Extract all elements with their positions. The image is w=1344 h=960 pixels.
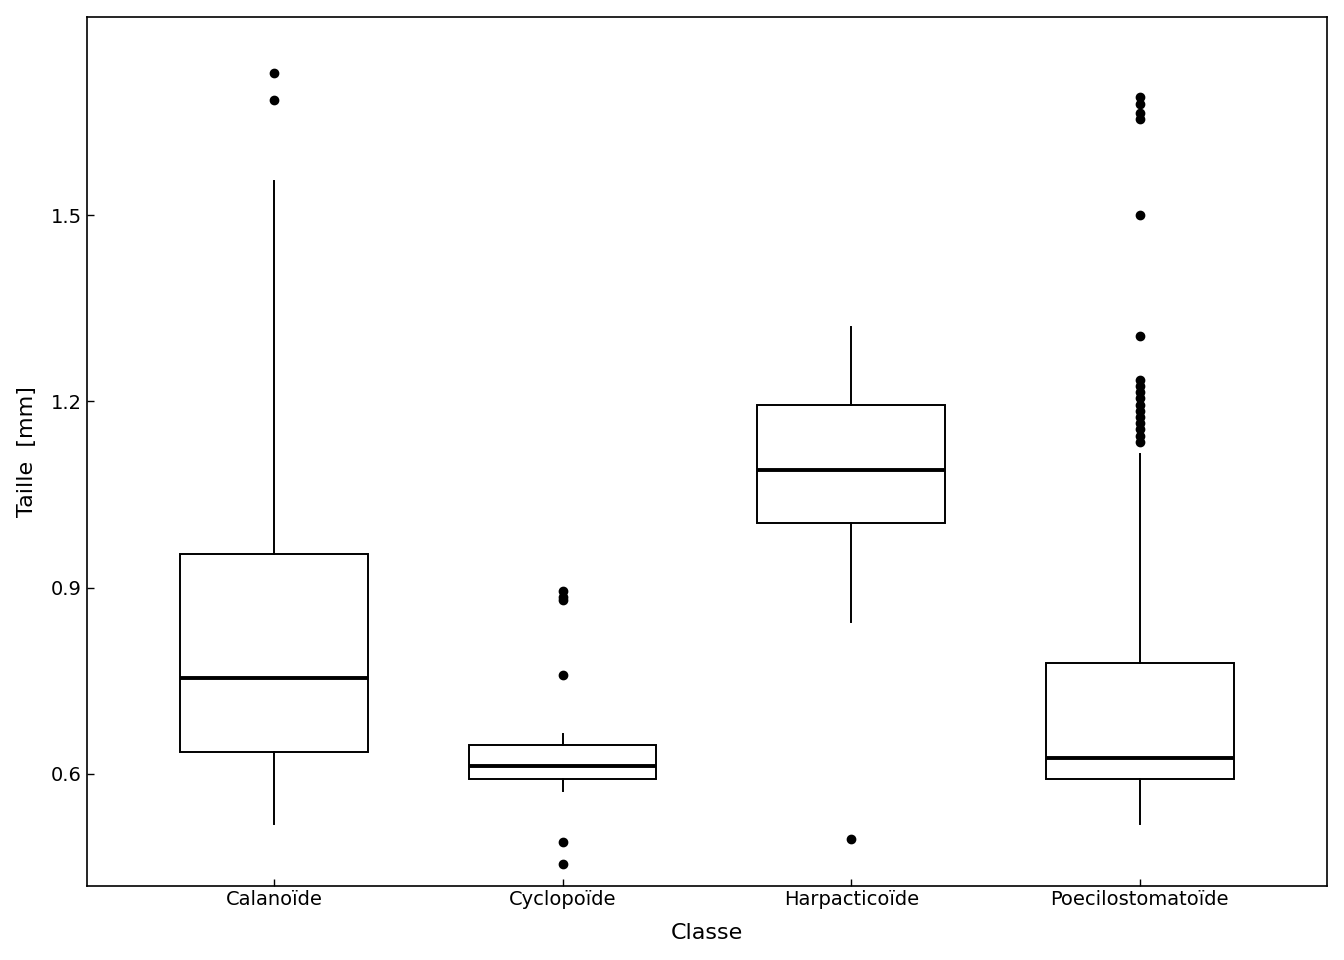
PathPatch shape xyxy=(1046,663,1234,779)
PathPatch shape xyxy=(469,745,656,779)
PathPatch shape xyxy=(180,554,368,752)
X-axis label: Classe: Classe xyxy=(671,924,743,944)
PathPatch shape xyxy=(758,404,945,522)
Y-axis label: Taille  [mm]: Taille [mm] xyxy=(16,386,36,516)
